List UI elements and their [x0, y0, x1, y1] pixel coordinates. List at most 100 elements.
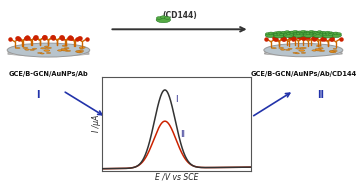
Ellipse shape	[309, 30, 314, 33]
Text: II: II	[180, 130, 185, 139]
Ellipse shape	[329, 50, 334, 52]
Ellipse shape	[319, 33, 323, 35]
Ellipse shape	[279, 47, 284, 49]
Ellipse shape	[290, 31, 294, 33]
Ellipse shape	[314, 31, 319, 33]
Ellipse shape	[293, 33, 304, 37]
Ellipse shape	[79, 47, 85, 48]
Ellipse shape	[303, 33, 313, 37]
Ellipse shape	[61, 49, 67, 51]
Ellipse shape	[77, 51, 83, 53]
Ellipse shape	[299, 50, 305, 51]
Text: II: II	[317, 90, 324, 99]
Ellipse shape	[280, 49, 285, 50]
Ellipse shape	[312, 50, 317, 51]
Ellipse shape	[288, 48, 292, 49]
Ellipse shape	[15, 47, 20, 49]
Ellipse shape	[299, 33, 303, 35]
Ellipse shape	[62, 45, 67, 46]
Text: GCE/B-GCN/AuNPs/Ab/CD144: GCE/B-GCN/AuNPs/Ab/CD144	[250, 71, 356, 77]
Ellipse shape	[298, 31, 302, 33]
Ellipse shape	[46, 47, 51, 49]
Ellipse shape	[274, 34, 284, 38]
Ellipse shape	[318, 48, 323, 49]
Ellipse shape	[7, 43, 90, 57]
Ellipse shape	[271, 47, 276, 49]
Ellipse shape	[8, 52, 89, 56]
Ellipse shape	[332, 50, 337, 52]
Ellipse shape	[333, 48, 337, 49]
Text: (CD144): (CD144)	[162, 11, 197, 20]
Ellipse shape	[322, 32, 327, 34]
Ellipse shape	[272, 33, 276, 35]
Ellipse shape	[265, 33, 277, 38]
Ellipse shape	[76, 50, 81, 52]
Ellipse shape	[281, 32, 293, 36]
Ellipse shape	[285, 31, 290, 33]
Ellipse shape	[264, 43, 343, 57]
Ellipse shape	[331, 51, 336, 53]
Ellipse shape	[304, 31, 309, 33]
Ellipse shape	[325, 31, 330, 33]
Ellipse shape	[65, 50, 71, 52]
Ellipse shape	[306, 32, 311, 35]
Y-axis label: I /μA: I /μA	[92, 115, 101, 132]
Ellipse shape	[300, 47, 306, 49]
Ellipse shape	[296, 48, 301, 49]
Ellipse shape	[57, 50, 62, 51]
Ellipse shape	[276, 31, 281, 33]
Ellipse shape	[23, 47, 28, 49]
Ellipse shape	[8, 50, 89, 54]
Ellipse shape	[30, 49, 34, 50]
Ellipse shape	[80, 48, 83, 49]
Ellipse shape	[265, 33, 270, 35]
Ellipse shape	[312, 31, 317, 33]
Ellipse shape	[25, 49, 29, 50]
Ellipse shape	[284, 33, 288, 35]
Ellipse shape	[326, 33, 330, 35]
Ellipse shape	[264, 52, 342, 55]
Ellipse shape	[274, 34, 278, 36]
Ellipse shape	[328, 32, 333, 34]
Ellipse shape	[269, 32, 274, 34]
Ellipse shape	[286, 33, 291, 35]
Ellipse shape	[306, 31, 317, 36]
Ellipse shape	[64, 47, 69, 49]
Ellipse shape	[329, 51, 334, 52]
Ellipse shape	[313, 33, 323, 38]
Ellipse shape	[160, 16, 167, 19]
Ellipse shape	[79, 50, 84, 52]
Ellipse shape	[295, 53, 299, 54]
Ellipse shape	[44, 50, 50, 51]
Ellipse shape	[288, 31, 293, 33]
X-axis label: E /V vs SCE: E /V vs SCE	[155, 172, 199, 181]
Text: I: I	[175, 95, 178, 104]
Ellipse shape	[301, 30, 306, 33]
Ellipse shape	[61, 48, 66, 50]
Ellipse shape	[315, 48, 321, 50]
Ellipse shape	[164, 17, 170, 19]
Ellipse shape	[280, 32, 285, 34]
Ellipse shape	[284, 33, 294, 38]
Ellipse shape	[330, 33, 341, 38]
Ellipse shape	[298, 31, 309, 36]
Ellipse shape	[289, 31, 301, 36]
Ellipse shape	[280, 34, 284, 36]
Ellipse shape	[316, 49, 322, 51]
Ellipse shape	[296, 31, 301, 33]
Text: GCE/B-GCN/AuNPs/Ab: GCE/B-GCN/AuNPs/Ab	[9, 71, 88, 77]
Ellipse shape	[306, 31, 311, 33]
Ellipse shape	[156, 17, 171, 23]
Ellipse shape	[303, 33, 307, 35]
Ellipse shape	[293, 52, 297, 53]
Ellipse shape	[330, 33, 335, 35]
Ellipse shape	[296, 32, 301, 35]
Ellipse shape	[273, 32, 285, 37]
Ellipse shape	[316, 33, 320, 35]
Ellipse shape	[38, 52, 42, 54]
Ellipse shape	[45, 46, 48, 47]
Ellipse shape	[76, 51, 81, 53]
Ellipse shape	[328, 34, 333, 36]
Ellipse shape	[276, 33, 281, 35]
Ellipse shape	[320, 50, 325, 52]
